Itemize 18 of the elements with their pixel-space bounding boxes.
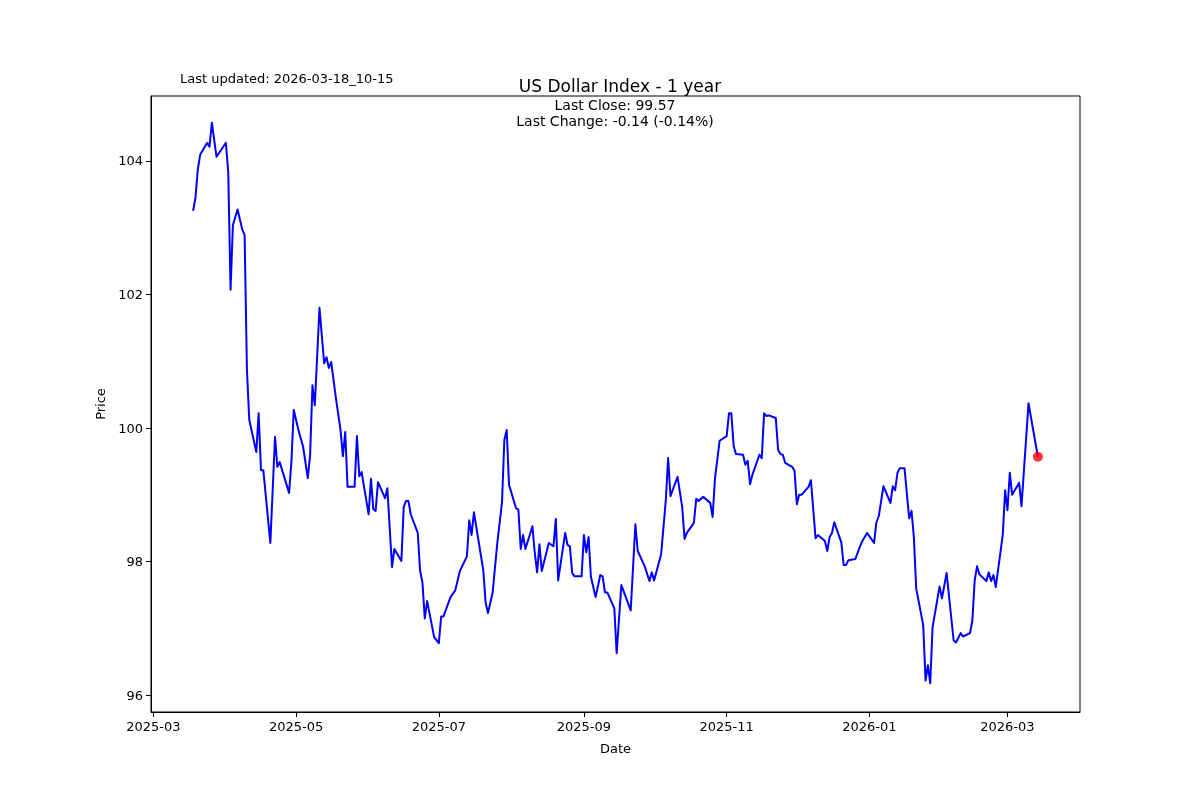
annotation: Last Change: -0.14 (-0.14%) xyxy=(516,113,714,129)
y-axis-title: Price xyxy=(93,388,109,420)
y-tick-label: 104 xyxy=(118,153,143,169)
x-tick-label: 2025-07 xyxy=(411,719,466,734)
x-tick-label: 2025-09 xyxy=(556,719,612,734)
y-tick-label: 96 xyxy=(126,687,143,703)
x-tick-label: 2025-03 xyxy=(126,719,181,734)
x-tick-label: 2026-03 xyxy=(980,719,1035,734)
annotation: Last Close: 99.57 xyxy=(554,97,676,113)
y-tick-label: 102 xyxy=(118,286,143,302)
y-tick-label: 98 xyxy=(126,554,143,570)
x-tick-label: 2025-11 xyxy=(699,719,754,734)
x-tick-label: 2025-05 xyxy=(268,719,324,734)
text: Last updated: 2026-03-18_10-15 xyxy=(180,71,394,86)
x-axis-title: Date xyxy=(599,741,632,756)
x-tick-label: 2026-01 xyxy=(842,719,897,734)
y-tick-label: 100 xyxy=(118,420,143,436)
chart-title: US Dollar Index - 1 year xyxy=(518,75,722,96)
